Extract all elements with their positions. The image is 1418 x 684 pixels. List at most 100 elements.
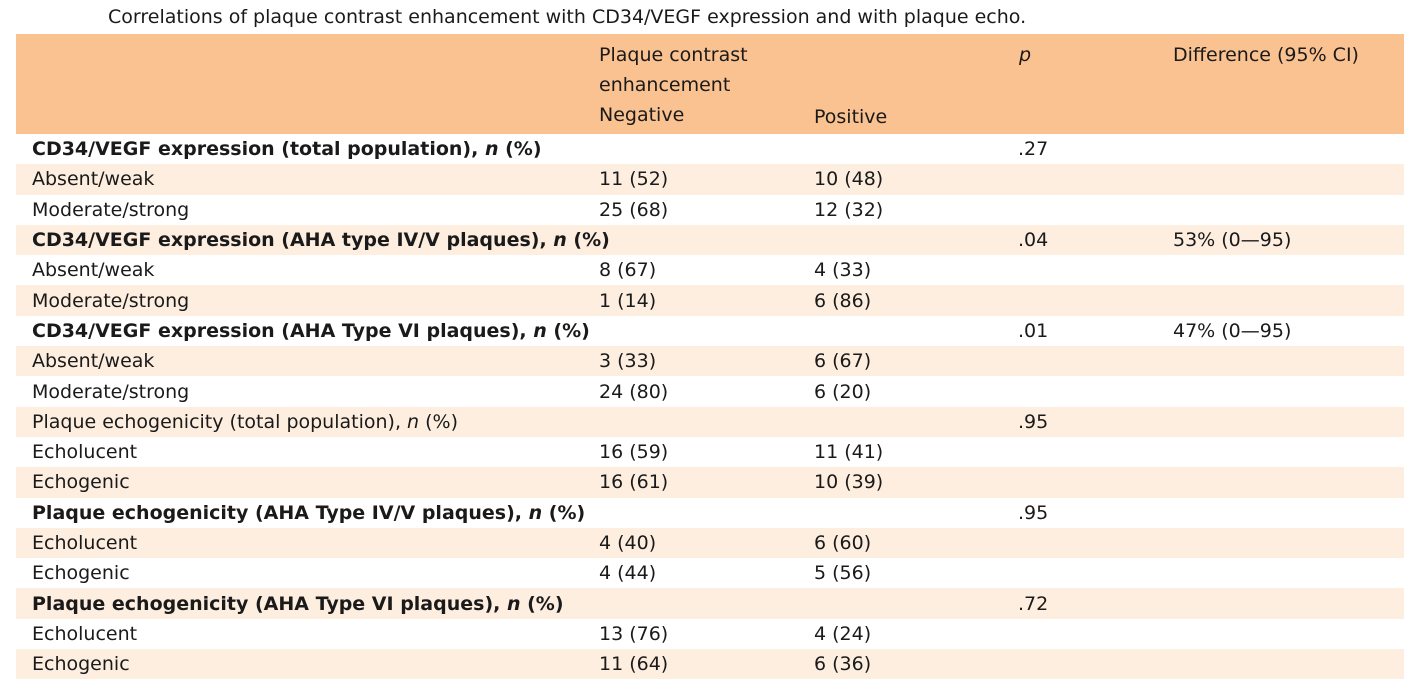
label-n: n bbox=[553, 229, 567, 252]
positive-cell bbox=[814, 134, 1018, 164]
row-label: Echogenic bbox=[32, 471, 130, 494]
difference-cell bbox=[1173, 619, 1404, 649]
positive-cell: 4 (33) bbox=[814, 259, 872, 282]
positive-cell bbox=[814, 588, 1018, 618]
p-value-cell: .72 bbox=[1018, 592, 1049, 615]
positive-cell bbox=[814, 225, 1018, 255]
positive-cell: 6 (86) bbox=[814, 289, 872, 312]
label-tail: (%) bbox=[566, 229, 610, 252]
positive-cell bbox=[814, 316, 1018, 346]
p-value-cell: .95 bbox=[1018, 410, 1049, 433]
negative-cell bbox=[599, 316, 814, 346]
label-main: CD34/VEGF expression (total population), bbox=[32, 138, 485, 161]
positive-cell: 6 (60) bbox=[814, 532, 872, 554]
p-value-cell bbox=[1018, 619, 1173, 649]
difference-cell bbox=[1173, 285, 1404, 315]
header-enhancement-line2: enhancement bbox=[599, 74, 731, 96]
positive-cell bbox=[814, 407, 1018, 437]
table-row: Moderate/strong 25 (68) 12 (32) bbox=[16, 195, 1404, 225]
positive-cell: 6 (20) bbox=[814, 380, 872, 403]
negative-cell: 16 (59) bbox=[599, 441, 669, 464]
table-row: Absent/weak 11 (52) 10 (48) bbox=[16, 164, 1404, 195]
difference-cell bbox=[1173, 467, 1404, 497]
row-label: Echogenic bbox=[32, 562, 130, 585]
table-row: Echogenic 4 (44) 5 (56) bbox=[16, 558, 1404, 588]
label-n: n bbox=[484, 138, 499, 161]
difference-cell bbox=[1173, 195, 1404, 225]
header-enhancement-negative: Plaque contrast enhancement Negative bbox=[599, 34, 814, 134]
table-row: Absent/weak 3 (33) 6 (67) bbox=[16, 346, 1404, 377]
table-row: CD34/VEGF expression (AHA Type VI plaque… bbox=[16, 316, 1404, 346]
negative-cell: 4 (44) bbox=[599, 562, 657, 585]
p-value-cell bbox=[1018, 255, 1173, 285]
label-main: Plaque echogenicity (total population), bbox=[32, 410, 408, 433]
negative-cell: 16 (61) bbox=[599, 471, 669, 494]
table-row: CD34/VEGF expression (total population),… bbox=[16, 134, 1404, 164]
difference-cell bbox=[1173, 376, 1404, 406]
row-label: Moderate/strong bbox=[32, 380, 190, 403]
table-row: Absent/weak 8 (67) 4 (33) bbox=[16, 255, 1404, 285]
difference-cell: 53% (0—95) bbox=[1173, 229, 1292, 252]
p-value-cell bbox=[1018, 195, 1173, 225]
row-label: Echogenic bbox=[32, 653, 130, 676]
positive-cell: 11 (41) bbox=[814, 441, 884, 464]
header-positive: Positive bbox=[814, 106, 888, 128]
negative-cell bbox=[599, 407, 814, 437]
difference-cell bbox=[1173, 649, 1404, 679]
difference-cell bbox=[1173, 528, 1404, 558]
row-label: Echolucent bbox=[32, 622, 138, 645]
positive-cell: 12 (32) bbox=[814, 198, 884, 221]
label-n: n bbox=[528, 501, 543, 524]
difference-cell bbox=[1173, 588, 1404, 618]
p-value-cell bbox=[1018, 558, 1173, 588]
table-row: Moderate/strong 24 (80) 6 (20) bbox=[16, 376, 1404, 406]
label-main: CD34/VEGF expression (AHA Type VI plaque… bbox=[32, 319, 534, 342]
p-value-cell bbox=[1018, 376, 1173, 406]
row-label: Absent/weak bbox=[32, 350, 155, 373]
table-row: Echolucent 13 (76) 4 (24) bbox=[16, 619, 1404, 649]
difference-cell bbox=[1173, 498, 1404, 528]
p-value-cell: .01 bbox=[1018, 319, 1049, 342]
table-row: Plaque echogenicity (AHA Type VI plaques… bbox=[16, 588, 1404, 619]
row-label: Moderate/strong bbox=[32, 198, 190, 221]
negative-cell: 13 (76) bbox=[599, 622, 669, 645]
negative-cell: 25 (68) bbox=[599, 198, 669, 221]
negative-cell bbox=[599, 588, 814, 618]
table-caption: Correlations of plaque contrast enhancem… bbox=[108, 6, 1027, 28]
label-main: Plaque echogenicity (AHA Type IV/V plaqu… bbox=[32, 501, 529, 524]
p-value-cell bbox=[1018, 346, 1173, 376]
positive-cell: 10 (39) bbox=[814, 471, 884, 494]
row-label: Echolucent bbox=[32, 532, 138, 554]
difference-cell bbox=[1173, 164, 1404, 194]
difference-cell bbox=[1173, 134, 1404, 164]
table-row: Echogenic 16 (61) 10 (39) bbox=[16, 467, 1404, 498]
p-value-cell bbox=[1018, 649, 1173, 679]
negative-cell: 1 (14) bbox=[599, 289, 657, 312]
label-tail: (%) bbox=[419, 410, 459, 433]
difference-cell bbox=[1173, 407, 1404, 437]
difference-cell bbox=[1173, 558, 1404, 588]
p-value-cell bbox=[1018, 164, 1173, 194]
table-row: Echolucent 16 (59) 11 (41) bbox=[16, 437, 1404, 467]
table-header-row: Plaque contrast enhancement Negative Posit… bbox=[16, 34, 1404, 134]
row-label: Absent/weak bbox=[32, 168, 155, 191]
p-value-cell bbox=[1018, 437, 1173, 467]
row-label: Echolucent bbox=[32, 441, 138, 464]
negative-cell: 4 (40) bbox=[599, 532, 657, 554]
group-label: Plaque echogenicity (AHA Type IV/V plaqu… bbox=[16, 498, 599, 528]
negative-cell: 8 (67) bbox=[599, 259, 657, 282]
label-n: n bbox=[533, 319, 547, 342]
header-enhancement-line1: Plaque contrast bbox=[599, 44, 748, 66]
group-label: CD34/VEGF expression (AHA type IV/V plaq… bbox=[16, 225, 610, 255]
label-main: Plaque echogenicity (AHA Type VI plaques… bbox=[32, 592, 507, 615]
table-row: Echolucent 4 (40) 6 (60) bbox=[16, 527, 1404, 559]
group-label: Plaque echogenicity (total population), … bbox=[16, 407, 599, 437]
label-tail: (%) bbox=[542, 501, 586, 524]
difference-cell bbox=[1173, 437, 1404, 467]
negative-cell: 11 (52) bbox=[599, 168, 669, 191]
table-row: Plaque echogenicity (total population), … bbox=[16, 406, 1404, 437]
header-negative: Negative bbox=[599, 104, 685, 126]
p-value-cell: .95 bbox=[1018, 501, 1049, 524]
group-label: CD34/VEGF expression (AHA Type VI plaque… bbox=[16, 316, 599, 346]
p-value-cell bbox=[1018, 467, 1173, 497]
